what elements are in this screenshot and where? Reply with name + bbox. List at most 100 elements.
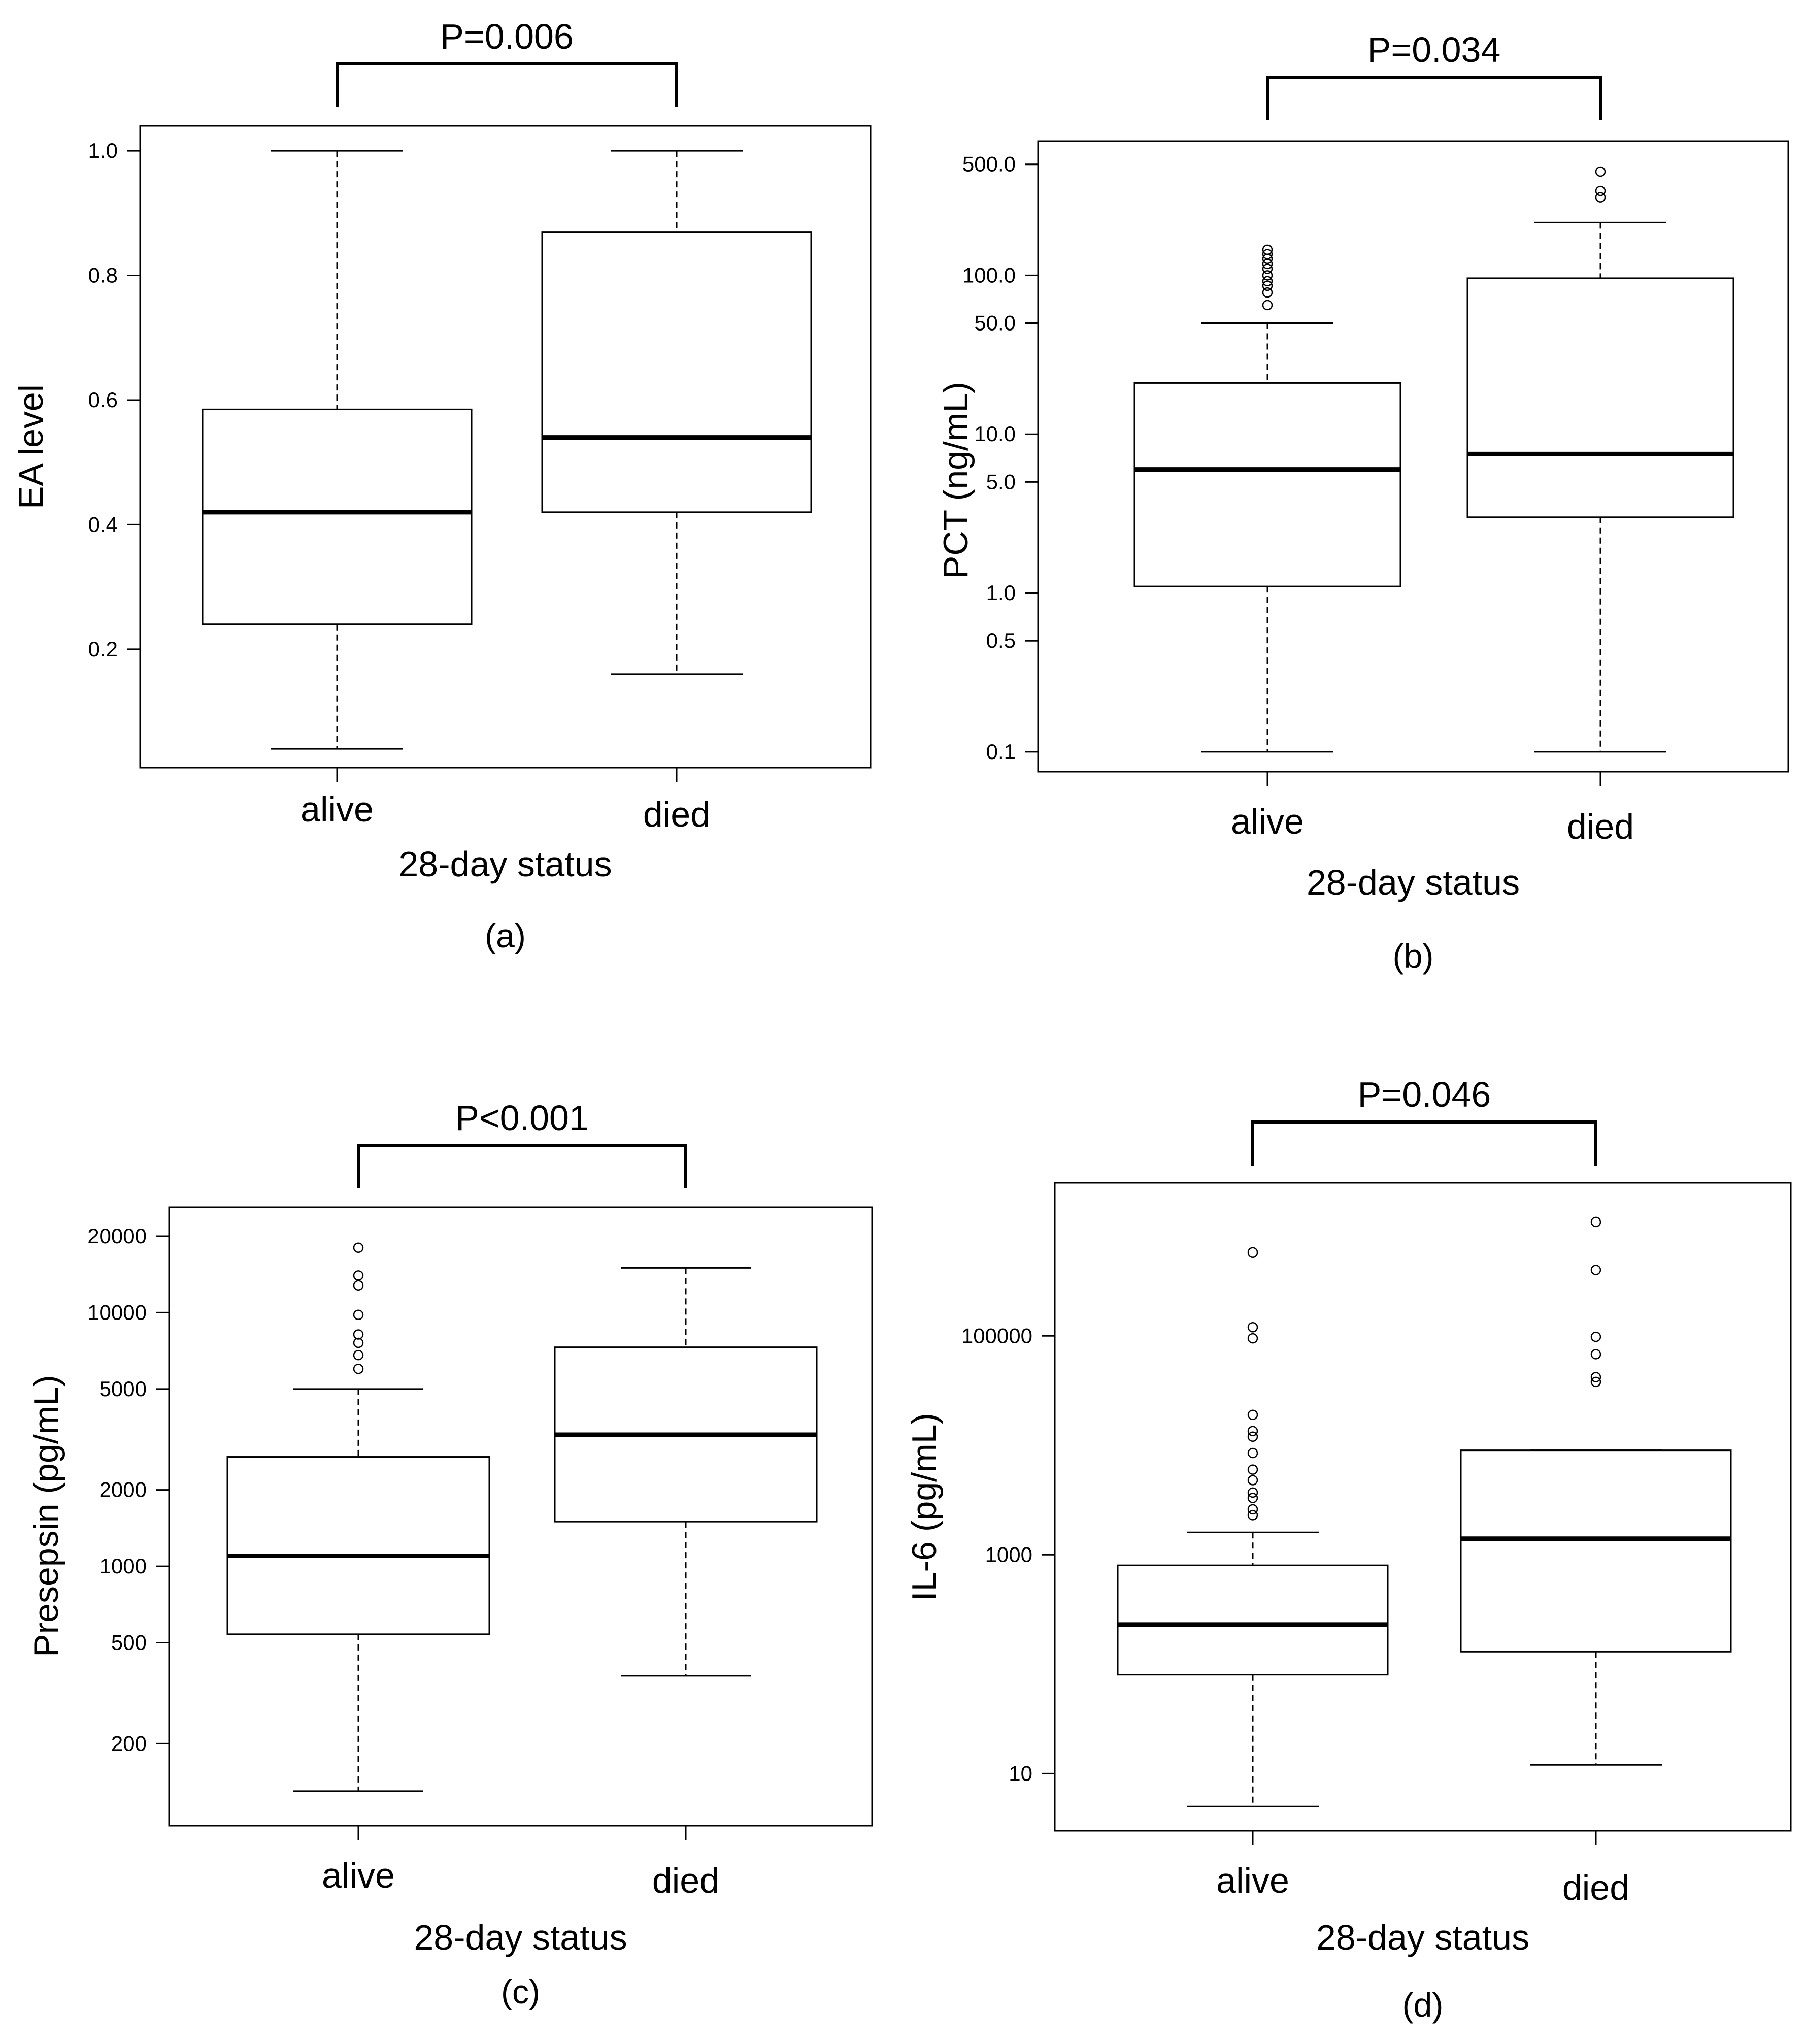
y-tick-label: 0.4 (88, 512, 118, 536)
outlier-point (1590, 1265, 1601, 1275)
x-category-label: alive (1231, 802, 1304, 841)
y-tick-label: 0.2 (88, 637, 118, 661)
outlier-point (1247, 1493, 1258, 1503)
outlier-point (1595, 192, 1606, 203)
outlier-point (1262, 258, 1273, 270)
plot-frame (139, 125, 872, 769)
outlier-point (1247, 1322, 1258, 1333)
outlier-point (353, 1349, 364, 1361)
y-tick-label: 500.0 (962, 152, 1016, 176)
outlier-point (353, 1337, 364, 1348)
outlier-point (1247, 1504, 1258, 1515)
iqr-box (226, 1456, 490, 1635)
y-tick-label: 0.1 (986, 740, 1016, 764)
y-tick-label: 100.0 (962, 263, 1016, 287)
box-group-alive (1133, 244, 1401, 753)
panel-b: 0.1 0.5 1.0 5.0 10.0 50.0 100.0 500.0 PCT (ng/mL… (937, 30, 1789, 975)
y-tick-label: 100000 (961, 1324, 1032, 1347)
y-tick-label: 1000 (985, 1542, 1032, 1566)
outlier-point (1262, 270, 1273, 281)
box-group-died (1466, 166, 1734, 753)
outlier-point (1262, 249, 1273, 259)
significance-bracket (357, 1144, 687, 1188)
iqr-box (1466, 277, 1734, 518)
y-tick-label: 200 (111, 1731, 147, 1755)
y-tick-label: 2000 (99, 1478, 147, 1502)
y-tick-label: 5.0 (986, 470, 1016, 493)
outlier-point (1262, 263, 1273, 274)
panel-label: (a) (485, 917, 526, 954)
outlier-point (1595, 185, 1606, 196)
y-tick-label: 10000 (87, 1300, 147, 1324)
outlier-point (353, 1309, 364, 1321)
x-category-label: died (1562, 1868, 1629, 1907)
outlier-point (1262, 300, 1273, 311)
significance-bracket (1251, 1120, 1597, 1166)
y-axis-title: IL-6 (pg/mL) (905, 1413, 944, 1601)
panel-c: 200 500 1000 2000 5000 10000 20000 Presepsin (p… (27, 1098, 873, 2010)
y-tick-label: 500 (111, 1631, 147, 1655)
iqr-box (1117, 1564, 1389, 1676)
outlier-point (1590, 1331, 1601, 1342)
x-category-label: died (1567, 807, 1634, 846)
significance-p-value: P=0.034 (1367, 30, 1501, 70)
outlier-point (1247, 1426, 1258, 1436)
iqr-box (541, 231, 812, 513)
x-category-label: alive (300, 789, 374, 829)
box-group-died (1460, 1216, 1732, 1766)
outlier-point (353, 1363, 364, 1374)
outlier-point (1590, 1372, 1601, 1382)
panel-a: 0.2 0.4 0.6 0.8 1.0 EA level alive died 28-day s… (12, 17, 872, 954)
outlier-point (353, 1270, 364, 1281)
y-axis-title: Presepsin (pg/mL) (27, 1375, 65, 1657)
plot-frame (168, 1206, 873, 1827)
outlier-point (1590, 1376, 1601, 1388)
box-group-died (541, 150, 812, 675)
x-axis-title: 28-day status (1316, 1918, 1529, 1957)
outlier-point (1262, 287, 1273, 298)
x-axis-title: 28-day status (1307, 863, 1520, 902)
y-tick-label: 10.0 (974, 422, 1016, 446)
outlier-point (1247, 1431, 1258, 1442)
y-tick-label: 1000 (99, 1554, 147, 1578)
x-axis-title: 28-day status (414, 1918, 627, 1957)
box-group-died (554, 1267, 818, 1677)
y-tick-label: 50.0 (974, 311, 1016, 335)
significance-bracket (1266, 76, 1602, 120)
outlier-point (1247, 1247, 1258, 1258)
outlier-point (1262, 244, 1273, 255)
outlier-point (1247, 1409, 1258, 1420)
significance-bracket (336, 62, 678, 107)
y-axis-title: EA level (12, 384, 50, 509)
x-category-label: alive (322, 1856, 395, 1895)
y-tick-label: 20000 (87, 1224, 147, 1248)
panel-label: (b) (1393, 937, 1434, 975)
y-axis-title: PCT (ng/mL) (937, 382, 975, 579)
outlier-point (353, 1329, 364, 1340)
outlier-point (1247, 1333, 1258, 1344)
y-tick-label: 5000 (99, 1377, 147, 1401)
iqr-box (1460, 1449, 1732, 1653)
iqr-box (202, 408, 473, 625)
x-category-label: died (652, 1861, 719, 1900)
significance-p-value: P=0.006 (440, 17, 574, 56)
iqr-box (1133, 382, 1401, 587)
panel-label: (c) (501, 1973, 540, 2010)
outlier-point (1247, 1487, 1258, 1498)
outlier-point (1247, 1510, 1258, 1521)
outlier-point (1247, 1464, 1258, 1475)
outlier-point (1262, 280, 1273, 291)
outlier-point (353, 1280, 364, 1291)
y-tick-label: 10 (1009, 1761, 1032, 1785)
y-tick-label: 0.8 (88, 263, 118, 287)
box-group-alive (226, 1242, 490, 1792)
outlier-point (1595, 166, 1606, 177)
y-tick-label: 0.6 (88, 388, 118, 412)
plot-frame (1037, 140, 1789, 773)
plot-frame (1054, 1182, 1792, 1832)
significance-p-value: P=0.046 (1358, 1075, 1491, 1114)
y-tick-label: 0.5 (986, 629, 1016, 652)
outlier-point (1590, 1349, 1601, 1360)
outlier-point (353, 1242, 364, 1254)
